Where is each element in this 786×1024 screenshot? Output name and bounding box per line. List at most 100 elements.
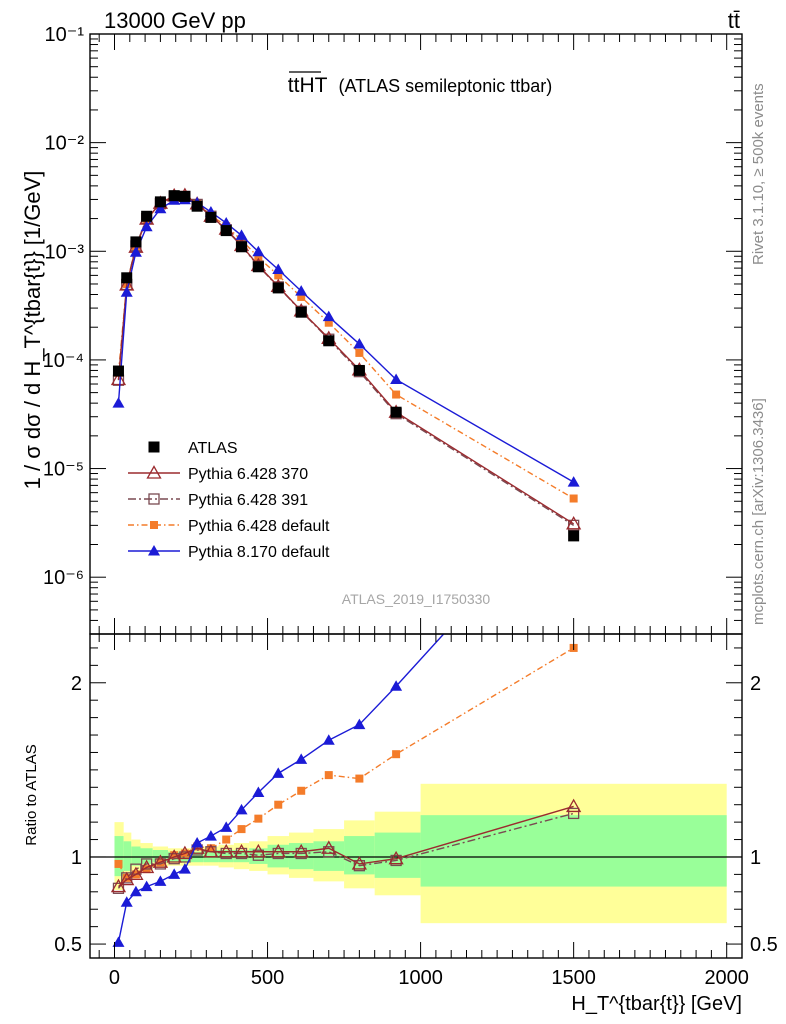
rivet-label: Rivet 3.1.10, ≥ 500k events <box>750 83 767 265</box>
ratio-point-py6_default <box>254 814 263 823</box>
ratio-point-py6_370 <box>203 843 219 858</box>
data-point-atlas <box>191 200 203 212</box>
ratio-point-py6_370 <box>110 878 127 893</box>
plot-title-note: (ATLAS semileptonic ttbar) <box>338 76 552 96</box>
x-tick-label: 500 <box>251 967 284 989</box>
series-py6_370 <box>110 187 582 530</box>
plot-title-main: ttHT <box>288 74 328 97</box>
main-y-tick-label: 10⁻³ <box>45 241 85 263</box>
series-py6_default <box>114 191 578 503</box>
ratio-y-tick-label-right: 0.5 <box>750 934 778 956</box>
main-panel: 10⁻⁶ 10⁻⁵ 10⁻⁴ 10⁻³ 10⁻² 10⁻¹ <box>43 24 743 635</box>
ratio-point-py8_default <box>154 875 167 886</box>
ratio-point-py6_370 <box>139 859 155 874</box>
legend-marker-py8_default <box>148 545 160 556</box>
ratio-point-py6_370 <box>270 843 286 858</box>
main-y-axis-label: 1 / σ dσ / d H_T^{tbar{t}} [1/GeV] <box>20 171 45 490</box>
ratio-point-py6_default <box>206 844 215 853</box>
ratio-y-tick-label-right: 1 <box>750 847 761 869</box>
ratio-plot-frame <box>89 633 743 959</box>
series-line-py6_370 <box>117 194 575 525</box>
legend-entry-py8_default: Pythia 8.170 default <box>128 544 330 561</box>
legend-marker-atlas <box>148 441 160 453</box>
data-point-atlas <box>236 241 248 253</box>
ratio-point-py6_370 <box>218 843 234 858</box>
data-point-atlas <box>112 365 124 377</box>
analysis-tag: ATLAS_2019_I1750330 <box>342 591 491 607</box>
ratio-point-py6_default <box>222 835 231 844</box>
data-point-py8_default <box>567 476 580 487</box>
x-tick-label: 1500 <box>551 967 596 989</box>
ratio-point-py8_default <box>295 753 308 764</box>
data-point-py6_default <box>355 348 364 357</box>
data-point-atlas <box>568 530 580 542</box>
ratio-point-py8_default <box>112 936 125 947</box>
legend-entry-py6_370: Pythia 6.428 370 <box>128 465 308 483</box>
uncertainty-band-inner <box>114 836 124 877</box>
ratio-point-py6_370 <box>166 849 182 863</box>
main-y-tick-label: 10⁻⁶ <box>43 567 84 589</box>
ratio-series-py8_default <box>112 634 445 947</box>
plot-title: ttHT (ATLAS semileptonic ttbar) <box>288 74 552 97</box>
uncertainty-band-inner <box>123 841 132 871</box>
data-point-atlas <box>323 335 335 347</box>
ratio-point-py6_default <box>237 825 246 834</box>
ratio-point-py6_370 <box>233 843 250 858</box>
ratio-point-py8_default <box>178 863 191 874</box>
legend: ATLAS Pythia 6.428 370 Pythia 6.428 391 Pyt… <box>128 440 330 561</box>
data-point-py6_default <box>274 271 283 280</box>
data-point-py8_default <box>140 220 153 232</box>
legend-marker-py6_default <box>150 521 158 529</box>
data-point-atlas <box>353 364 365 376</box>
data-point-py8_default <box>295 285 308 296</box>
mcplots-label: mcplots.cern.ch [arXiv:1306.3436] <box>750 398 767 625</box>
ratio-point-py8_default <box>353 718 366 730</box>
ratio-y-axis-label: Ratio to ATLAS <box>23 744 40 845</box>
data-point-py8_default <box>129 246 142 257</box>
series-atlas <box>112 190 580 542</box>
data-point-py8_default <box>322 310 335 322</box>
uncertainty-band-inner <box>131 846 141 866</box>
data-point-py6_default <box>297 292 306 301</box>
main-y-tick-label: 10⁻⁵ <box>43 459 84 481</box>
data-point-atlas <box>154 196 166 208</box>
uncertainty-band-inner <box>344 836 375 875</box>
data-point-atlas <box>252 261 264 273</box>
x-tick-label: 2000 <box>704 967 749 989</box>
legend-label-py6_370: Pythia 6.428 370 <box>188 466 308 483</box>
ratio-point-py8_default <box>168 868 181 879</box>
data-point-py6_default <box>392 390 401 399</box>
series-py6_391 <box>112 190 580 532</box>
data-point-py6_370 <box>110 371 127 386</box>
legend-entry-py6_default: Pythia 6.428 default <box>128 518 330 535</box>
ratio-point-py6_default <box>170 851 179 860</box>
ratio-point-py6_default <box>122 873 131 882</box>
legend-marker-py6_391 <box>148 493 160 505</box>
legend-entry-py6_391: Pythia 6.428 391 <box>128 492 308 509</box>
data-point-py8_default <box>272 263 285 274</box>
data-point-atlas <box>130 236 142 248</box>
data-point-atlas <box>141 210 153 222</box>
ratio-point-py6_370 <box>321 840 337 854</box>
ratio-point-py8_default <box>322 734 335 745</box>
ratio-y-tick-label-right: 2 <box>750 673 761 695</box>
ratio-point-py8_default <box>220 821 233 832</box>
data-point-atlas <box>179 190 191 202</box>
data-point-py6_default <box>569 494 578 503</box>
main-y-tick-label: 10⁻² <box>45 133 85 155</box>
ratio-point-py6_default <box>297 786 306 795</box>
data-point-atlas <box>121 272 133 284</box>
legend-label-atlas: ATLAS <box>188 440 238 457</box>
ratio-point-py8_default <box>204 830 217 841</box>
data-point-py8_default <box>252 245 265 257</box>
data-point-py8_default <box>154 202 167 214</box>
data-point-py6_370 <box>566 515 582 530</box>
ratio-point-py6_370 <box>128 866 144 881</box>
uncertainty-band-inner <box>420 815 727 887</box>
data-point-atlas <box>295 306 307 318</box>
ratio-point-py6_370 <box>388 850 404 865</box>
ratio-point-py6_391 <box>567 807 580 820</box>
process-label: tt̄ <box>728 8 740 33</box>
data-point-atlas <box>168 190 180 202</box>
